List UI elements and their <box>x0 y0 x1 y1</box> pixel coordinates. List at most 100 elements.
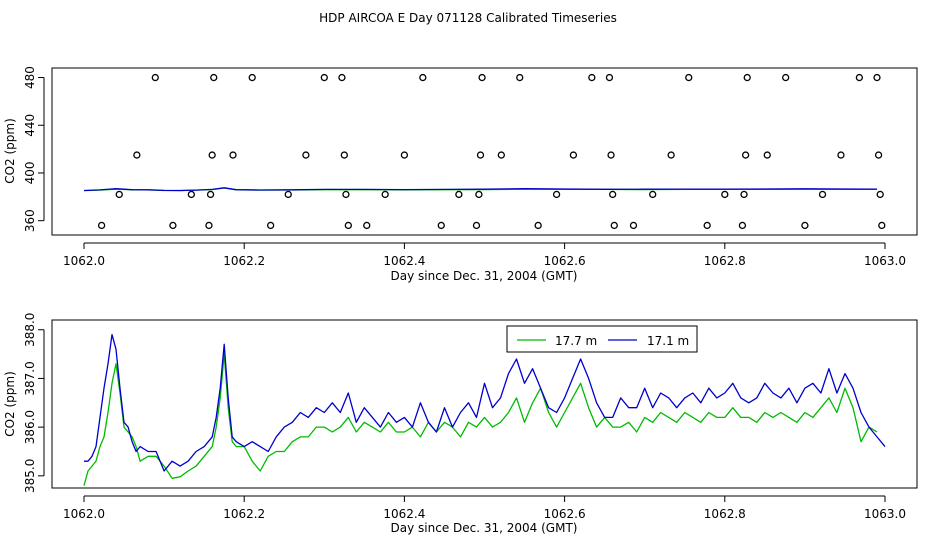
top-x-tick-label: 1062.6 <box>544 254 586 268</box>
top-x-tick-label: 1062.0 <box>63 254 105 268</box>
top-x-tick-label: 1062.2 <box>223 254 265 268</box>
data-point <box>115 190 123 199</box>
data-point <box>607 151 615 159</box>
top-y-tick-label: 360 <box>23 209 37 232</box>
legend-label-17-1m: 17.1 m <box>647 334 689 348</box>
data-point <box>782 73 790 82</box>
data-point <box>248 73 256 82</box>
data-point <box>497 151 505 159</box>
data-point <box>302 151 310 159</box>
data-point <box>649 190 657 199</box>
top-panel-x-axis-label: Day since Dec. 31, 2004 (GMT) <box>391 269 578 283</box>
top-panel-y-axis-label: CO2 (ppm) <box>3 118 17 184</box>
data-point <box>320 73 328 82</box>
data-point <box>837 151 845 159</box>
data-point <box>455 190 463 199</box>
bottom-x-tick-label: 1063.0 <box>864 507 906 521</box>
bottom-y-tick-label: 387.0 <box>23 361 37 395</box>
series-line-17-7-m <box>83 353 878 486</box>
data-point <box>338 73 346 82</box>
data-point <box>552 190 561 199</box>
data-point <box>588 73 596 82</box>
data-point <box>609 190 617 199</box>
bottom-x-tick-label: 1062.4 <box>383 507 425 521</box>
top-series-line-2 <box>83 187 878 192</box>
data-point <box>516 73 524 82</box>
bottom-y-tick-label: 388.0 <box>23 313 37 347</box>
top-y-tick-label: 480 <box>23 66 37 89</box>
data-point <box>133 151 141 159</box>
top-y-tick-label: 440 <box>23 114 37 137</box>
bottom-y-tick-label: 385.0 <box>23 459 37 493</box>
data-point <box>475 190 483 199</box>
data-point <box>738 221 747 230</box>
data-point <box>703 221 711 230</box>
bottom-panel-y-axis: 385.0 386.0 387.0 388.0 <box>23 313 45 493</box>
data-point <box>342 190 350 199</box>
bottom-panel-x-axis-label: Day since Dec. 31, 2004 (GMT) <box>391 521 578 535</box>
bottom-x-tick-label: 1062.8 <box>704 507 746 521</box>
data-point <box>741 151 750 159</box>
bottom-panel-series <box>83 333 886 486</box>
figure-title: HDP AIRCOA E Day 071128 Calibrated Times… <box>319 11 617 25</box>
bottom-x-tick-label: 1062.2 <box>223 507 265 521</box>
data-point <box>344 221 352 230</box>
top-x-tick-label: 1062.4 <box>383 254 425 268</box>
data-point <box>437 221 445 230</box>
data-point <box>187 190 195 199</box>
data-point <box>229 151 237 159</box>
top-panel-series <box>83 73 886 230</box>
data-point <box>605 73 614 82</box>
data-point <box>472 221 481 230</box>
data-point <box>205 221 213 230</box>
data-point <box>284 190 292 199</box>
data-point <box>876 190 884 199</box>
data-point <box>208 151 216 159</box>
data-point <box>873 73 881 82</box>
top-panel-x-axis: 1062.0 1062.2 1062.4 1062.6 1062.8 1063.0 <box>63 242 906 268</box>
data-point <box>266 221 275 230</box>
top-panel-y-axis: 360 400 440 480 <box>23 66 45 232</box>
data-point <box>801 221 809 230</box>
bottom-panel-x-axis: 1062.0 1062.2 1062.4 1062.6 1062.8 1063.0 <box>63 495 906 521</box>
bottom-panel-y-axis-label: CO2 (ppm) <box>3 371 17 437</box>
bottom-x-tick-label: 1062.0 <box>63 507 105 521</box>
data-point <box>419 73 427 82</box>
legend: 17.7 m 17.1 m <box>506 325 698 353</box>
bottom-panel-frame <box>51 319 918 489</box>
top-panel-frame <box>51 67 918 236</box>
legend-box <box>506 325 698 353</box>
data-point <box>743 73 751 82</box>
top-x-tick-label: 1063.0 <box>864 254 906 268</box>
data-point <box>878 221 886 230</box>
legend-label-17-7m: 17.7 m <box>555 334 597 348</box>
data-point <box>667 151 675 159</box>
bottom-y-tick-label: 386.0 <box>23 410 37 444</box>
data-point <box>874 151 883 159</box>
data-point <box>534 221 542 230</box>
data-point <box>476 151 485 159</box>
data-point <box>400 151 409 159</box>
data-point <box>855 73 864 82</box>
data-point <box>363 221 371 230</box>
data-point <box>478 73 486 82</box>
top-panel-co2-all-points: 1062.0 1062.2 1062.4 1062.6 1062.8 1063.0 360… <box>3 66 918 283</box>
data-point <box>169 221 177 230</box>
data-point <box>340 151 348 159</box>
top-y-tick-label: 400 <box>23 162 37 185</box>
bottom-panel-co2-two-levels: 1062.0 1062.2 1062.4 1062.6 1062.8 1063.0 385… <box>3 313 918 535</box>
data-point <box>206 190 215 199</box>
data-point <box>721 190 729 199</box>
top-x-tick-label: 1062.8 <box>704 254 746 268</box>
bottom-x-tick-label: 1062.6 <box>544 507 586 521</box>
data-point <box>818 190 827 199</box>
data-point <box>685 73 693 82</box>
data-point <box>569 151 578 159</box>
data-point <box>763 151 771 159</box>
data-point <box>381 190 389 199</box>
data-point <box>740 190 748 199</box>
data-point <box>629 221 638 230</box>
data-point <box>210 73 218 82</box>
data-point <box>151 73 159 82</box>
